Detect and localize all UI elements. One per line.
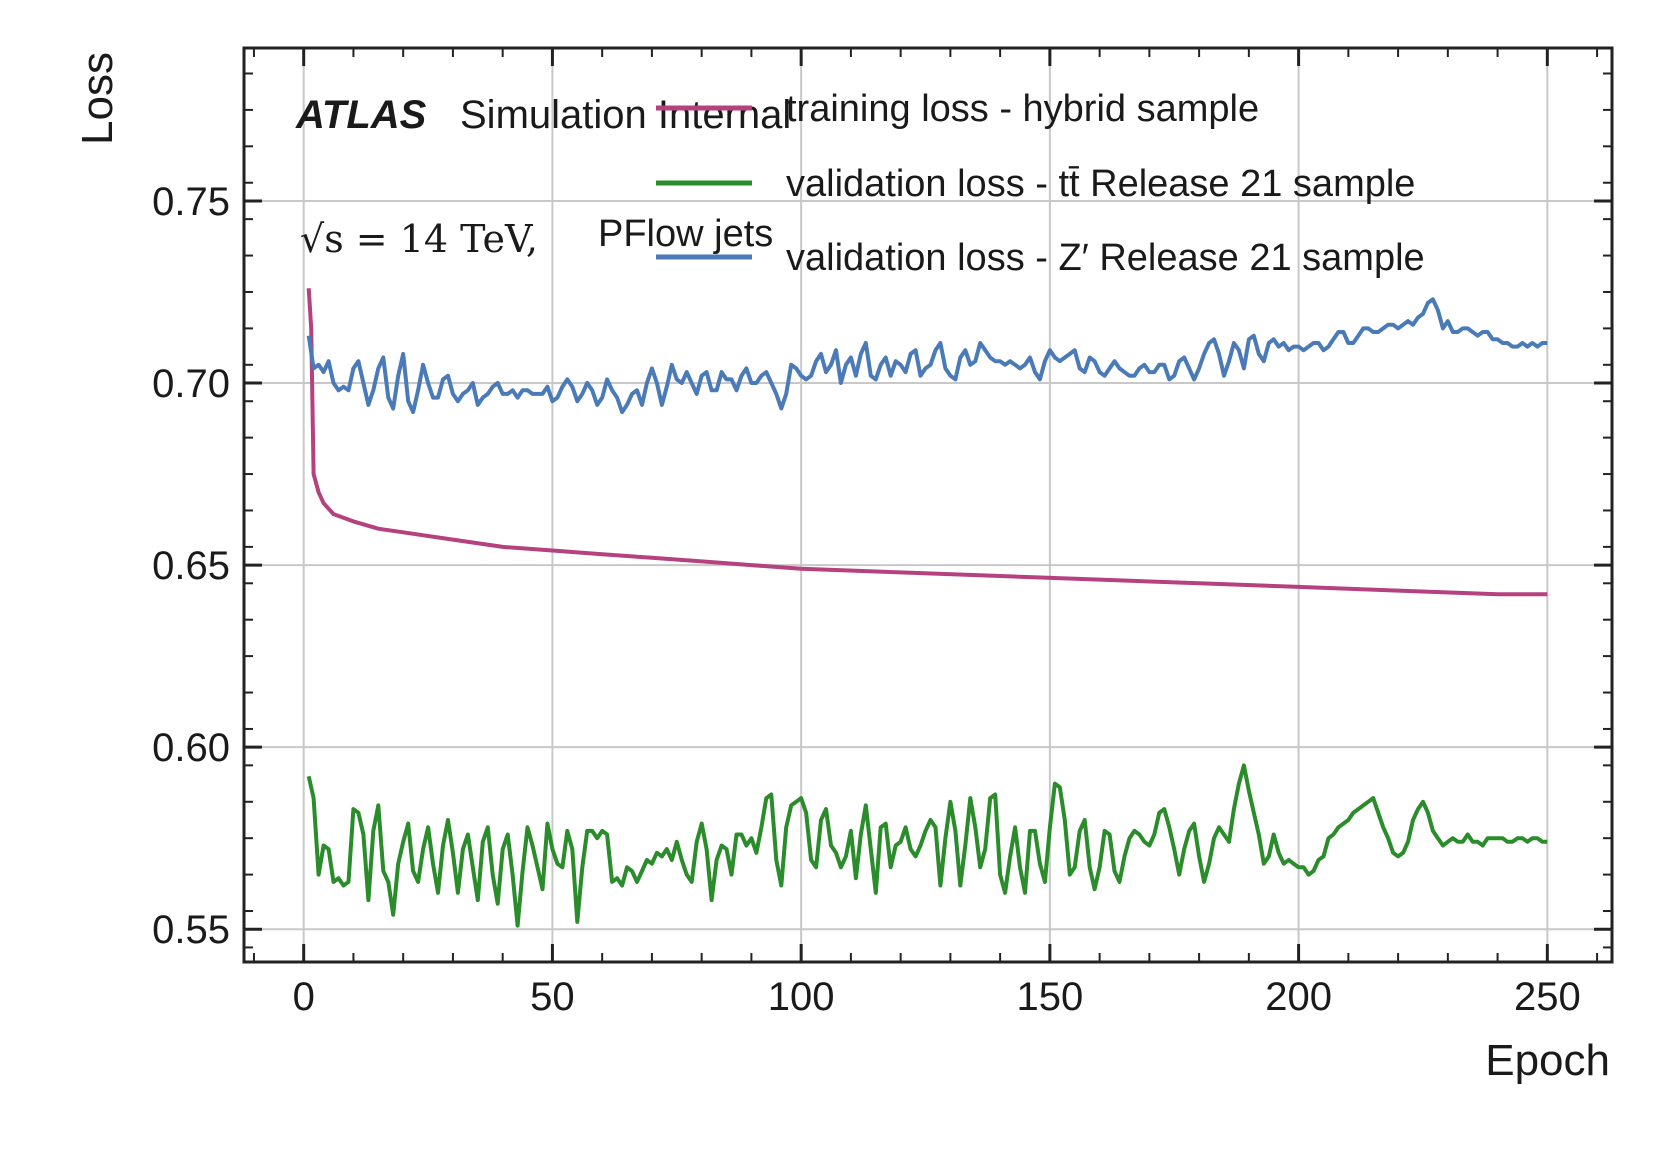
- y-tick-label: 0.70: [152, 362, 230, 406]
- series-line-3: [306, 297, 1548, 415]
- plot-frame: [242, 46, 1614, 964]
- y-tick-label: 0.55: [152, 908, 230, 952]
- x-tick-label: 150: [1017, 975, 1084, 1019]
- series-line-1: [306, 288, 1548, 597]
- x-axis-title: Epoch: [1485, 1036, 1610, 1085]
- jets-label: PFlow jets: [598, 213, 773, 255]
- x-tick-label: 0: [293, 975, 315, 1019]
- y-tick-label: 0.65: [152, 544, 230, 588]
- energy-label: √s = 14 TeV,: [300, 217, 538, 261]
- legend: training loss - hybrid sample validation …: [656, 88, 1425, 279]
- y-axis-title: Loss: [73, 52, 122, 145]
- atlas-label: ATLAS Simulation Internal √s = 14 TeV, P…: [295, 93, 791, 261]
- x-tick-label: 50: [530, 975, 575, 1019]
- atlas-status-label: Simulation Internal: [460, 93, 791, 137]
- legend-label-1: training loss - hybrid sample: [786, 88, 1259, 130]
- x-tick-label: 200: [1265, 975, 1332, 1019]
- x-tick-label: 100: [768, 975, 835, 1019]
- x-tick-label: 250: [1514, 975, 1581, 1019]
- legend-label-3: validation loss - Z′ Release 21 sample: [786, 237, 1425, 279]
- y-tick-label: 0.75: [152, 180, 230, 224]
- y-tick-labels: 0.55 0.60 0.65 0.70 0.75: [152, 180, 230, 952]
- x-tick-labels: 0 50 100 150 200 250: [293, 975, 1581, 1019]
- series-line-2: [306, 763, 1548, 928]
- series-lines: [306, 288, 1548, 928]
- y-tick-label: 0.60: [152, 726, 230, 770]
- atlas-experiment-label: ATLAS: [295, 93, 427, 137]
- grid: [244, 48, 1612, 962]
- tick-marks: [244, 48, 1612, 962]
- legend-label-2: validation loss - tt̄ Release 21 sample: [786, 163, 1415, 205]
